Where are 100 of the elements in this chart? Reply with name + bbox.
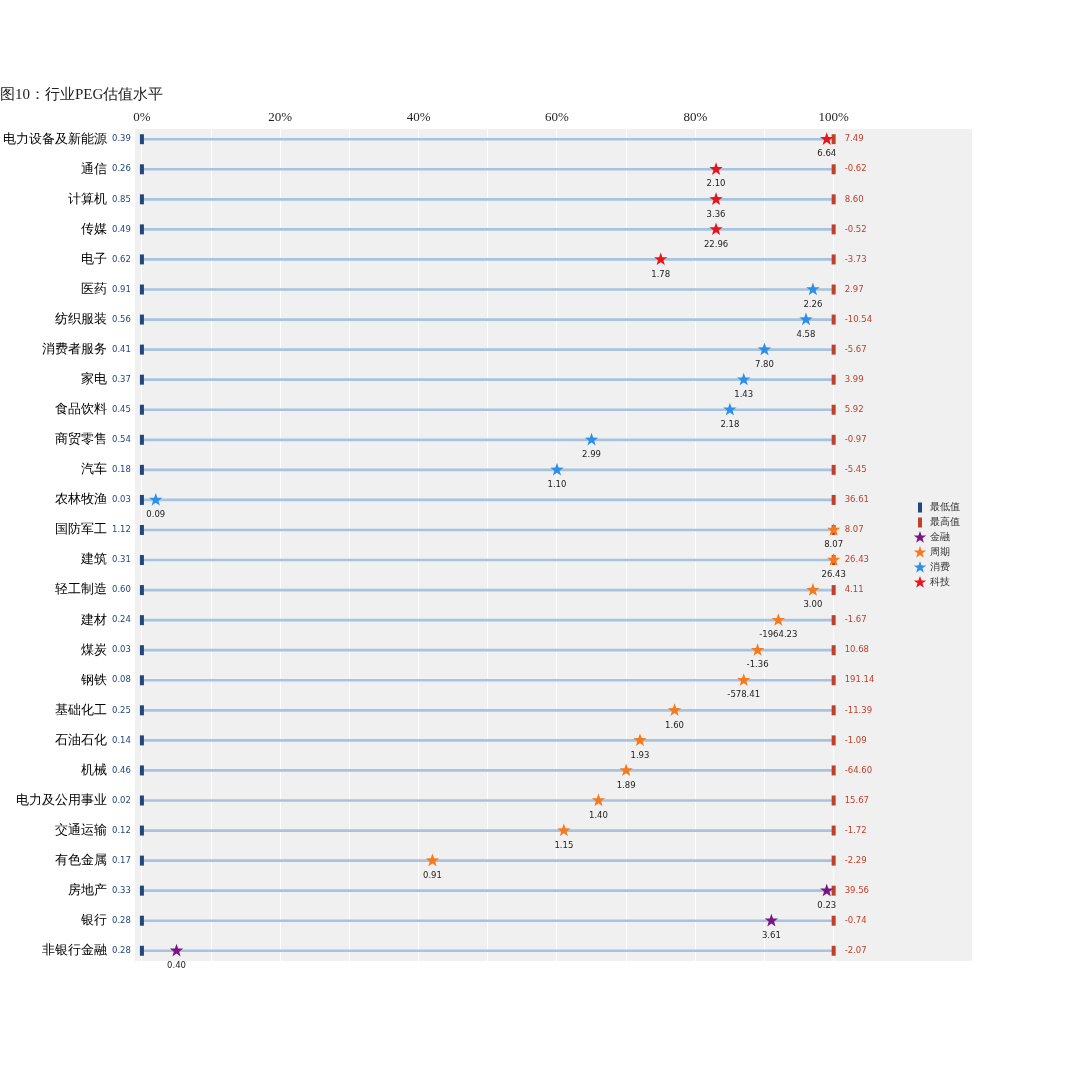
annotation: 0.26 (111, 163, 131, 174)
legend-label: 科技 (930, 576, 950, 588)
annotation: 0.23 (817, 899, 837, 910)
annotation: 0.41 (111, 343, 131, 354)
y-tick-label: 非银行金融 (42, 942, 107, 958)
annotation: 0.28 (111, 944, 131, 955)
annotation: 0.33 (111, 884, 131, 895)
annotation: 4.58 (796, 328, 816, 339)
annotation: 1.12 (111, 524, 131, 535)
y-tick-label: 房地产 (68, 882, 107, 898)
annotation: 0.02 (111, 794, 131, 805)
y-tick-label: 商贸零售 (55, 431, 107, 447)
y-tick-label: 交通运输 (55, 821, 107, 837)
point (771, 613, 785, 626)
annotation: 26.43 (844, 554, 869, 565)
annotation: 8.07 (824, 539, 844, 550)
point (799, 312, 813, 326)
chart-title: 图10：行业PEG估值水平 (0, 85, 164, 102)
annotation: -0.52 (844, 223, 867, 234)
y-tick-label: 轻工制造 (55, 581, 107, 597)
annotation: -5.45 (844, 464, 867, 475)
y-tick-label: 农林牧渔 (55, 491, 107, 507)
annotation: 1.43 (734, 388, 754, 399)
y-tick-label: 机械 (81, 761, 107, 777)
point (737, 372, 751, 386)
point (709, 192, 723, 205)
annotation: 15.67 (844, 794, 869, 805)
annotation: -1.36 (746, 659, 769, 670)
point (806, 583, 820, 596)
point (550, 462, 564, 476)
x-tick-label: 60% (545, 108, 570, 124)
annotation: -11.39 (844, 704, 873, 715)
annotation: -0.97 (844, 434, 867, 444)
annotation: 0.85 (111, 193, 131, 204)
annotation: 0.56 (111, 313, 131, 324)
y-tick-label: 钢铁 (80, 671, 107, 687)
point (425, 853, 440, 867)
annotation: 0.39 (111, 133, 131, 144)
annotation: -64.60 (844, 764, 873, 775)
y-tick-label: 煤炭 (81, 641, 107, 657)
point (654, 252, 668, 266)
y-tick-label: 基础化工 (55, 701, 107, 717)
y-tick-label: 消费者服务 (42, 341, 107, 356)
point (591, 793, 606, 807)
annotation: -578.41 (727, 689, 761, 700)
annotation: 0.37 (111, 373, 131, 384)
y-tick-label: 食品饮料 (55, 401, 107, 417)
annotation: -1964.23 (759, 629, 798, 640)
annotation: 26.43 (821, 569, 846, 580)
annotation: 0.62 (111, 253, 131, 264)
annotation: 0.17 (111, 854, 131, 865)
legend-label: 最低值 (930, 501, 960, 513)
point (827, 553, 841, 566)
annotation: 1.40 (588, 809, 608, 820)
annotation: 10.68 (844, 644, 869, 655)
annotation: 2.18 (720, 418, 740, 429)
annotation: 39.56 (844, 884, 869, 895)
annotation: 191.14 (844, 674, 875, 685)
annotation: 0.91 (111, 283, 131, 294)
annotation: -1.72 (844, 824, 867, 835)
point (709, 162, 723, 175)
annotation: 3.36 (706, 208, 726, 219)
annotation: 0.14 (111, 734, 131, 745)
annotation: 2.99 (582, 449, 602, 459)
annotation: 22.96 (703, 238, 729, 249)
annotation: 0.91 (422, 869, 442, 880)
y-tick-label: 国防军工 (55, 521, 107, 537)
point (757, 342, 772, 356)
annotation: 0.09 (146, 509, 166, 520)
point (557, 823, 571, 837)
annotation: 0.03 (111, 494, 131, 505)
point (633, 733, 647, 747)
annotation: -1.67 (844, 614, 867, 625)
annotation: 0.49 (111, 223, 131, 234)
annotation: 1.60 (665, 719, 685, 730)
legend-label: 周期 (930, 546, 950, 558)
y-tick-label: 电力及公用事业 (16, 791, 107, 807)
annotation: 1.93 (630, 749, 650, 760)
point (709, 222, 723, 236)
legend-label: 金融 (930, 531, 950, 543)
x-tick-label: 0% (133, 108, 151, 124)
annotation: 7.49 (844, 133, 864, 144)
point (827, 522, 841, 536)
annotation: 0.54 (111, 434, 131, 444)
y-tick-label: 传媒 (81, 220, 107, 236)
point (820, 132, 834, 145)
annotation: 5.92 (844, 403, 864, 414)
annotation: 3.61 (761, 929, 781, 940)
annotation: 0.24 (111, 614, 131, 625)
annotation: -10.54 (844, 313, 873, 324)
point (723, 402, 737, 416)
annotation: 1.78 (651, 268, 671, 279)
annotation: 0.08 (111, 674, 131, 685)
annotation: 0.12 (111, 824, 131, 835)
annotation: 2.97 (844, 283, 864, 294)
y-tick-label: 纺织服装 (55, 310, 107, 326)
annotation: -2.29 (844, 854, 867, 865)
annotation: 3.00 (803, 599, 823, 610)
annotation: 1.15 (554, 839, 574, 850)
y-tick-label: 通信 (81, 160, 107, 176)
